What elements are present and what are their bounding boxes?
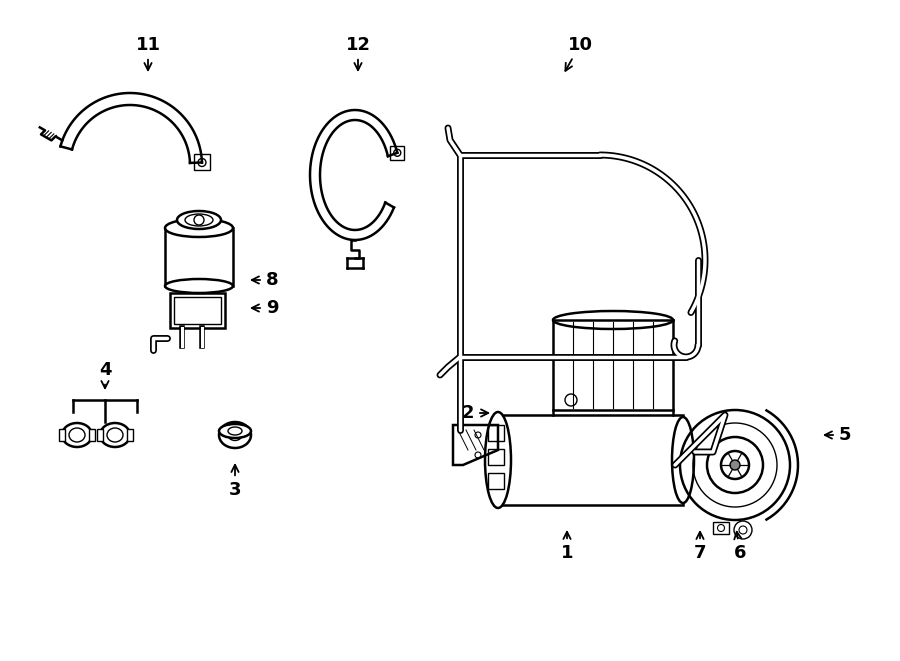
Text: 9: 9 (252, 299, 278, 317)
Text: 4: 4 (99, 361, 112, 388)
Text: 7: 7 (694, 532, 706, 562)
Text: 10: 10 (565, 36, 592, 71)
Ellipse shape (177, 211, 221, 229)
Bar (59, 429, 65, 441)
Ellipse shape (672, 417, 694, 503)
Text: 2: 2 (462, 404, 488, 422)
Text: 5: 5 (824, 426, 851, 444)
Bar (127, 429, 133, 441)
Ellipse shape (100, 423, 130, 447)
Text: 1: 1 (561, 532, 573, 562)
Bar (174, 297, 221, 324)
Bar (488, 449, 504, 465)
Text: 12: 12 (346, 36, 371, 70)
Text: 11: 11 (136, 36, 160, 70)
Ellipse shape (485, 412, 511, 508)
Circle shape (730, 460, 740, 470)
Text: 3: 3 (229, 465, 241, 499)
Bar (170, 293, 225, 328)
Ellipse shape (219, 424, 251, 438)
Text: 8: 8 (252, 271, 278, 289)
Ellipse shape (219, 422, 251, 448)
Ellipse shape (165, 279, 233, 293)
Bar (194, 155, 210, 171)
Text: 6: 6 (734, 531, 746, 562)
Bar (165, 228, 233, 286)
Bar (89, 429, 95, 441)
Bar (391, 146, 404, 160)
Ellipse shape (553, 311, 673, 329)
Bar (97, 429, 103, 441)
Ellipse shape (62, 423, 92, 447)
Bar (488, 425, 504, 441)
Bar (498, 415, 683, 505)
Bar (488, 473, 504, 489)
Ellipse shape (165, 219, 233, 237)
Bar (713, 522, 729, 534)
Bar (553, 320, 673, 410)
